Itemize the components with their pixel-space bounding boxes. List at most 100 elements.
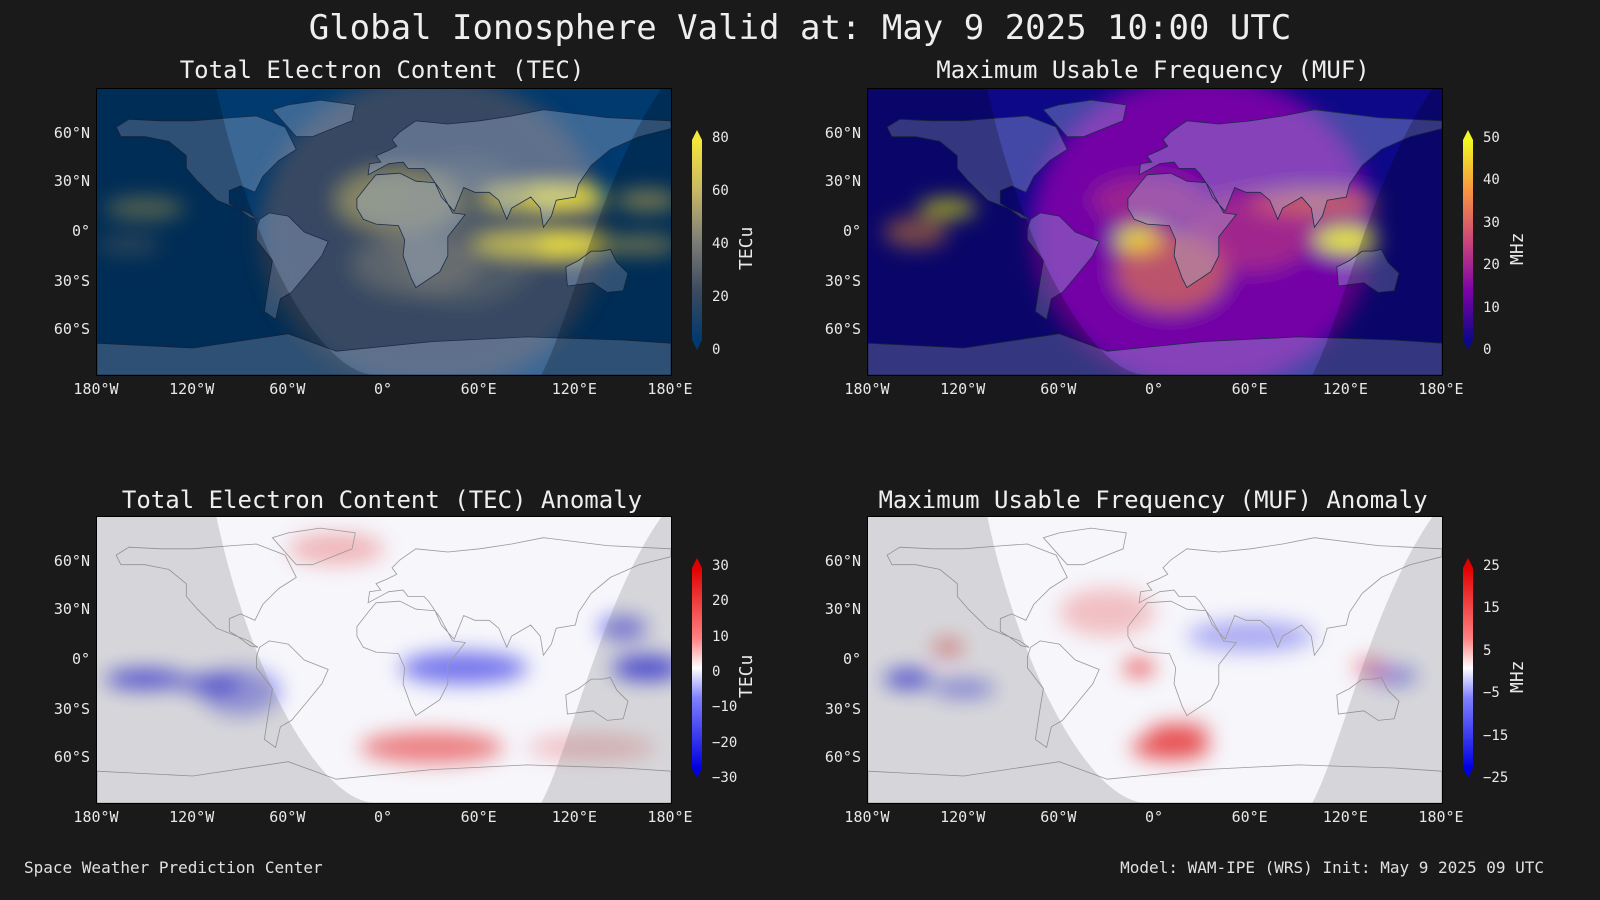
colorbar-max-arrow-icon: [1463, 558, 1473, 568]
longitude-tick-label: 60°W: [1040, 380, 1077, 398]
longitude-tick-label: 0°: [1144, 808, 1164, 826]
coastline-overlay: [97, 99, 671, 375]
latitude-tick-label: 0°: [842, 222, 861, 240]
longitude-tick-label: 180°W: [73, 380, 119, 398]
colorbar-tick-label: −30: [712, 770, 738, 786]
latitude-tick-label: 60°S: [824, 320, 861, 339]
latitude-tick-label: 30°S: [824, 700, 861, 719]
colorbar-tick-label: 10: [1483, 299, 1500, 316]
colorbar-tick-label: −20: [712, 734, 738, 751]
longitude-tick-label: 60°E: [1231, 808, 1268, 826]
latitude-tick-label: 60°N: [53, 123, 90, 142]
coastline-overlay: [868, 527, 1442, 803]
footer-org: Space Weather Prediction Center: [24, 858, 323, 877]
colorbar-tick-label: 80: [712, 130, 729, 146]
page-title: Global Ionosphere Valid at: May 9 2025 1…: [308, 8, 1292, 48]
longitude-tick-label: 120°W: [169, 380, 215, 398]
longitude-tick-label: 180°E: [647, 380, 693, 398]
colorbar-unit-label: MHz: [1507, 660, 1528, 693]
colorbar-min-arrow-icon: [1463, 768, 1473, 778]
colorbar-tick-label: −15: [1483, 727, 1509, 744]
night-terminator-shading: [868, 89, 1442, 375]
longitude-tick-label: 180°E: [1418, 808, 1464, 826]
coastline-overlay: [868, 99, 1442, 375]
coastline-overlay: [97, 527, 671, 803]
latitude-tick-label: 0°: [842, 650, 861, 668]
longitude-tick-label: 120°E: [1322, 808, 1368, 826]
longitude-tick-label: 120°E: [551, 808, 597, 826]
tec-panel-title: Total Electron Content (TEC): [179, 56, 585, 84]
colorbar-unit-label: TECu: [736, 654, 757, 698]
latitude-tick-label: 60°N: [824, 123, 861, 142]
longitude-tick-label: 120°W: [940, 808, 986, 826]
colorbar-min-arrow-icon: [692, 340, 702, 350]
latitude-tick-label: 60°S: [53, 748, 90, 767]
colorbar-tick-label: 0: [712, 342, 721, 358]
longitude-tick-label: 180°W: [844, 380, 890, 398]
colorbar-tick-label: −5: [1483, 685, 1500, 702]
colorbar-min-arrow-icon: [692, 768, 702, 778]
longitude-tick-label: 0°: [373, 380, 393, 398]
muf-anomaly-panel-title: Maximum Usable Frequency (MUF) Anomaly: [878, 486, 1428, 514]
longitude-tick-label: 60°W: [269, 808, 306, 826]
longitude-tick-label: 180°E: [1418, 380, 1464, 398]
footer-model-info: Model: WAM-IPE (WRS) Init: May 9 2025 09…: [1120, 858, 1544, 877]
longitude-tick-label: 60°E: [460, 808, 497, 826]
latitude-tick-label: 30°N: [53, 171, 90, 190]
tec-anomaly-colorbar: [692, 568, 702, 768]
colorbar-tick-label: 40: [1483, 172, 1500, 189]
colorbar-tick-label: 20: [712, 289, 729, 305]
muf-anomaly-colorbar: [1463, 568, 1473, 768]
longitude-tick-label: 120°W: [169, 808, 215, 826]
colorbar-tick-label: 0: [712, 664, 721, 680]
colorbar-tick-label: 40: [712, 236, 729, 252]
latitude-tick-label: 60°S: [824, 748, 861, 767]
colorbar-tick-label: 10: [712, 628, 729, 645]
colorbar-max-arrow-icon: [692, 558, 702, 568]
colorbar-tick-label: 30: [1483, 214, 1500, 231]
colorbar-tick-label: 30: [712, 558, 729, 574]
colorbar-tick-label: 15: [1483, 600, 1500, 617]
colorbar-tick-label: 0: [1483, 342, 1492, 358]
latitude-tick-label: 60°N: [53, 551, 90, 570]
colorbar-tick-label: −10: [712, 699, 738, 716]
tec-colorbar: [692, 140, 702, 340]
night-terminator-shading: [868, 517, 1442, 803]
longitude-tick-label: 0°: [373, 808, 393, 826]
latitude-tick-label: 0°: [71, 222, 90, 240]
latitude-tick-label: 0°: [71, 650, 90, 668]
longitude-tick-label: 60°E: [460, 380, 497, 398]
tec-map: [96, 88, 672, 376]
colorbar-tick-label: −25: [1483, 770, 1509, 786]
longitude-tick-label: 180°E: [647, 808, 693, 826]
latitude-tick-label: 30°N: [53, 599, 90, 618]
colorbar-tick-label: 5: [1483, 642, 1492, 659]
tec-anomaly-panel-title: Total Electron Content (TEC) Anomaly: [121, 486, 643, 514]
tec-anomaly-map: [96, 516, 672, 804]
colorbar-max-arrow-icon: [692, 130, 702, 140]
colorbar-tick-label: 20: [1483, 257, 1500, 274]
longitude-tick-label: 60°E: [1231, 380, 1268, 398]
colorbar-tick-label: 20: [712, 593, 729, 610]
longitude-tick-label: 60°W: [1040, 808, 1077, 826]
muf-panel-title: Maximum Usable Frequency (MUF): [936, 56, 1370, 84]
muf-map: [867, 88, 1443, 376]
longitude-tick-label: 120°W: [940, 380, 986, 398]
colorbar-unit-label: TECu: [736, 226, 757, 270]
night-terminator-shading: [97, 517, 671, 803]
colorbar-max-arrow-icon: [1463, 130, 1473, 140]
night-terminator-shading: [97, 89, 671, 375]
longitude-tick-label: 120°E: [551, 380, 597, 398]
longitude-tick-label: 60°W: [269, 380, 306, 398]
colorbar-min-arrow-icon: [1463, 340, 1473, 350]
colorbar-tick-label: 25: [1483, 558, 1500, 574]
colorbar-tick-label: 50: [1483, 130, 1500, 146]
colorbar-tick-label: 60: [712, 183, 729, 199]
latitude-tick-label: 30°N: [824, 599, 861, 618]
latitude-tick-label: 30°N: [824, 171, 861, 190]
longitude-tick-label: 180°W: [73, 808, 119, 826]
latitude-tick-label: 30°S: [824, 272, 861, 291]
longitude-tick-label: 120°E: [1322, 380, 1368, 398]
latitude-tick-label: 30°S: [53, 700, 90, 719]
longitude-tick-label: 180°W: [844, 808, 890, 826]
